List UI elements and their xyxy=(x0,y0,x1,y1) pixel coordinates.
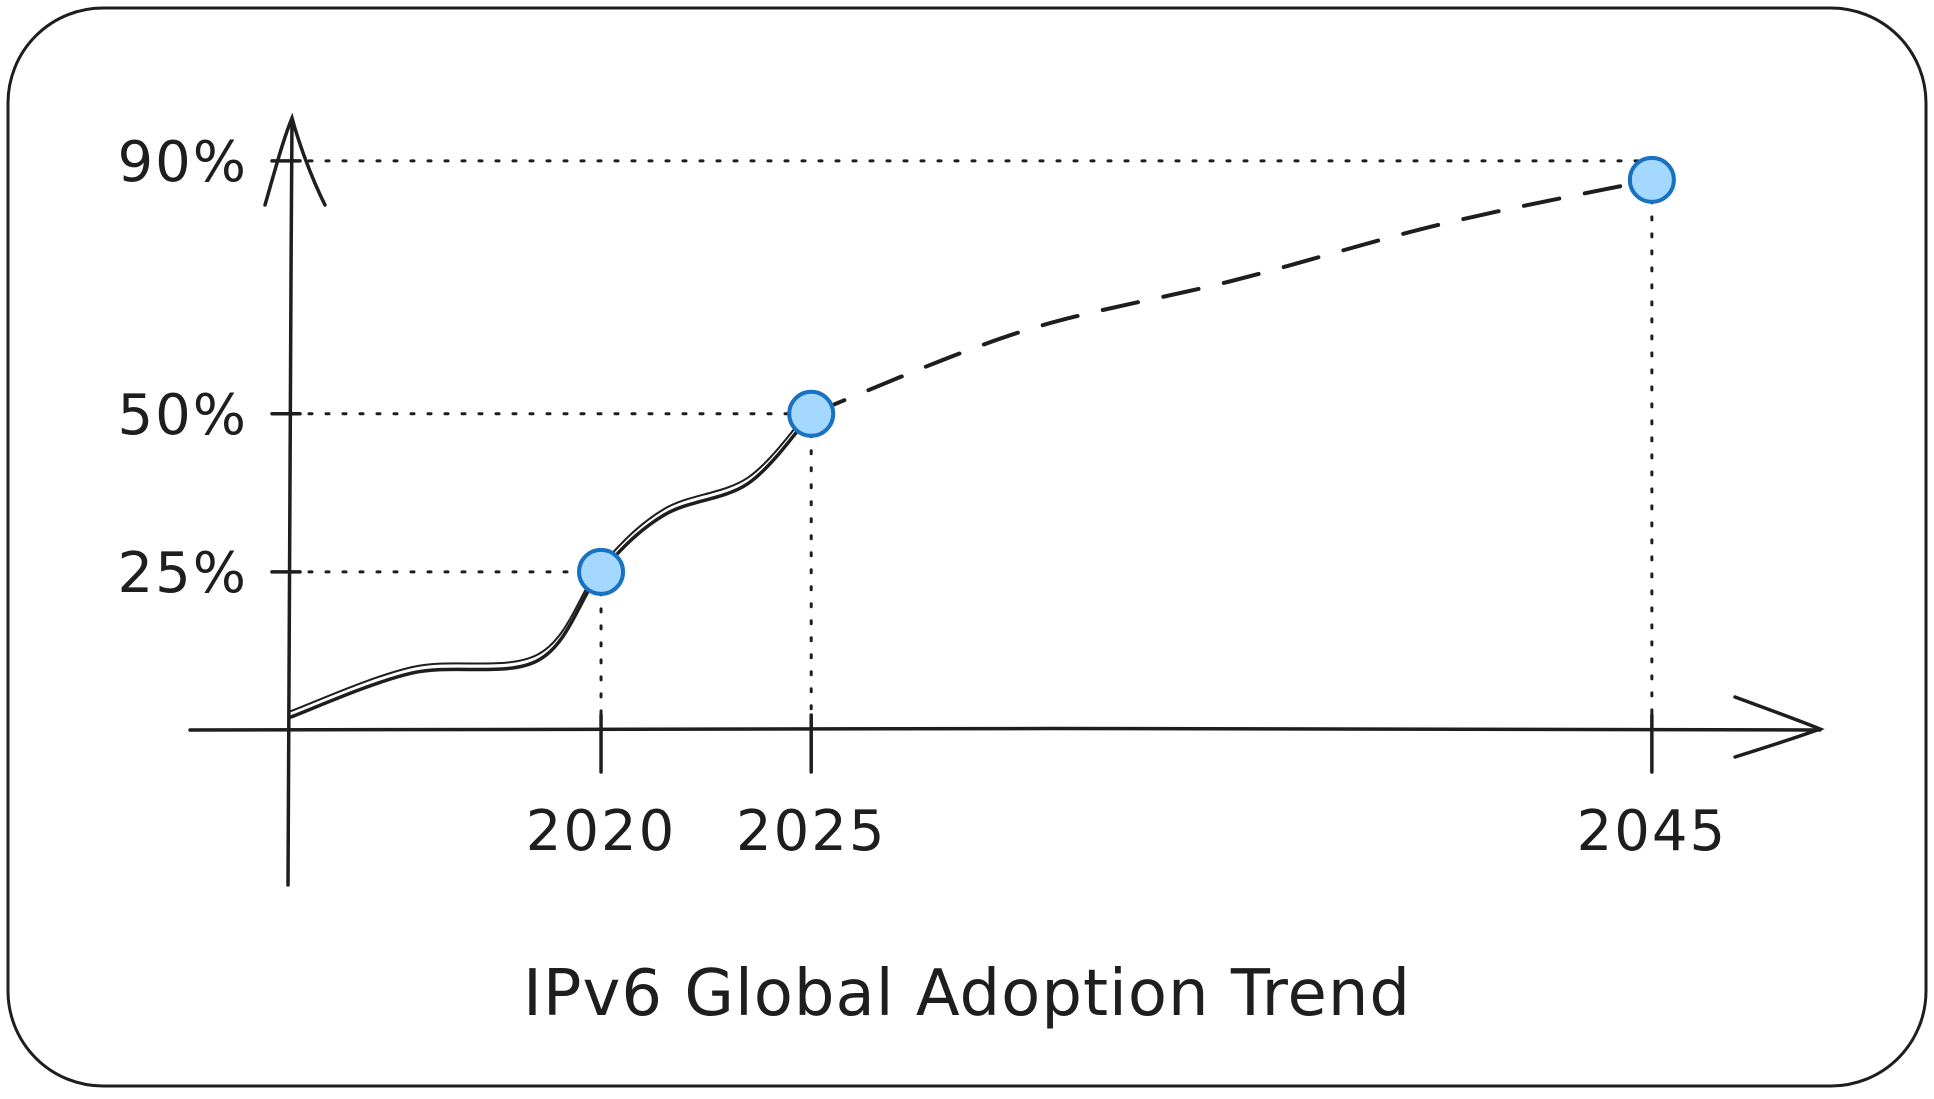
y-axis-arrowhead xyxy=(263,112,327,207)
x-tick-label: 2020 xyxy=(526,799,677,864)
data-point-2025 xyxy=(787,389,836,438)
chart-title: IPv6 Global Adoption Trend xyxy=(523,957,1411,1031)
tick-labels: 25% 50% 90% 2020 2025 2045 xyxy=(118,130,1728,864)
series-line-projected xyxy=(809,177,1654,416)
x-axis-arrowhead xyxy=(1733,695,1825,759)
axis-ticks xyxy=(270,159,1654,774)
x-axis xyxy=(188,726,1822,732)
x-tick-label: 2045 xyxy=(1577,799,1728,864)
y-tick-label: 25% xyxy=(118,541,248,606)
x-tick-label: 2025 xyxy=(736,799,887,864)
y-tick-label: 90% xyxy=(118,130,248,195)
data-point-2045 xyxy=(1627,155,1676,204)
guide-lines xyxy=(290,159,1654,732)
axes xyxy=(188,112,1825,887)
data-points xyxy=(577,155,1676,596)
y-axis xyxy=(286,118,294,887)
frame-border xyxy=(6,6,1928,1088)
data-point-2020 xyxy=(577,547,626,596)
y-tick-label: 50% xyxy=(118,383,248,448)
